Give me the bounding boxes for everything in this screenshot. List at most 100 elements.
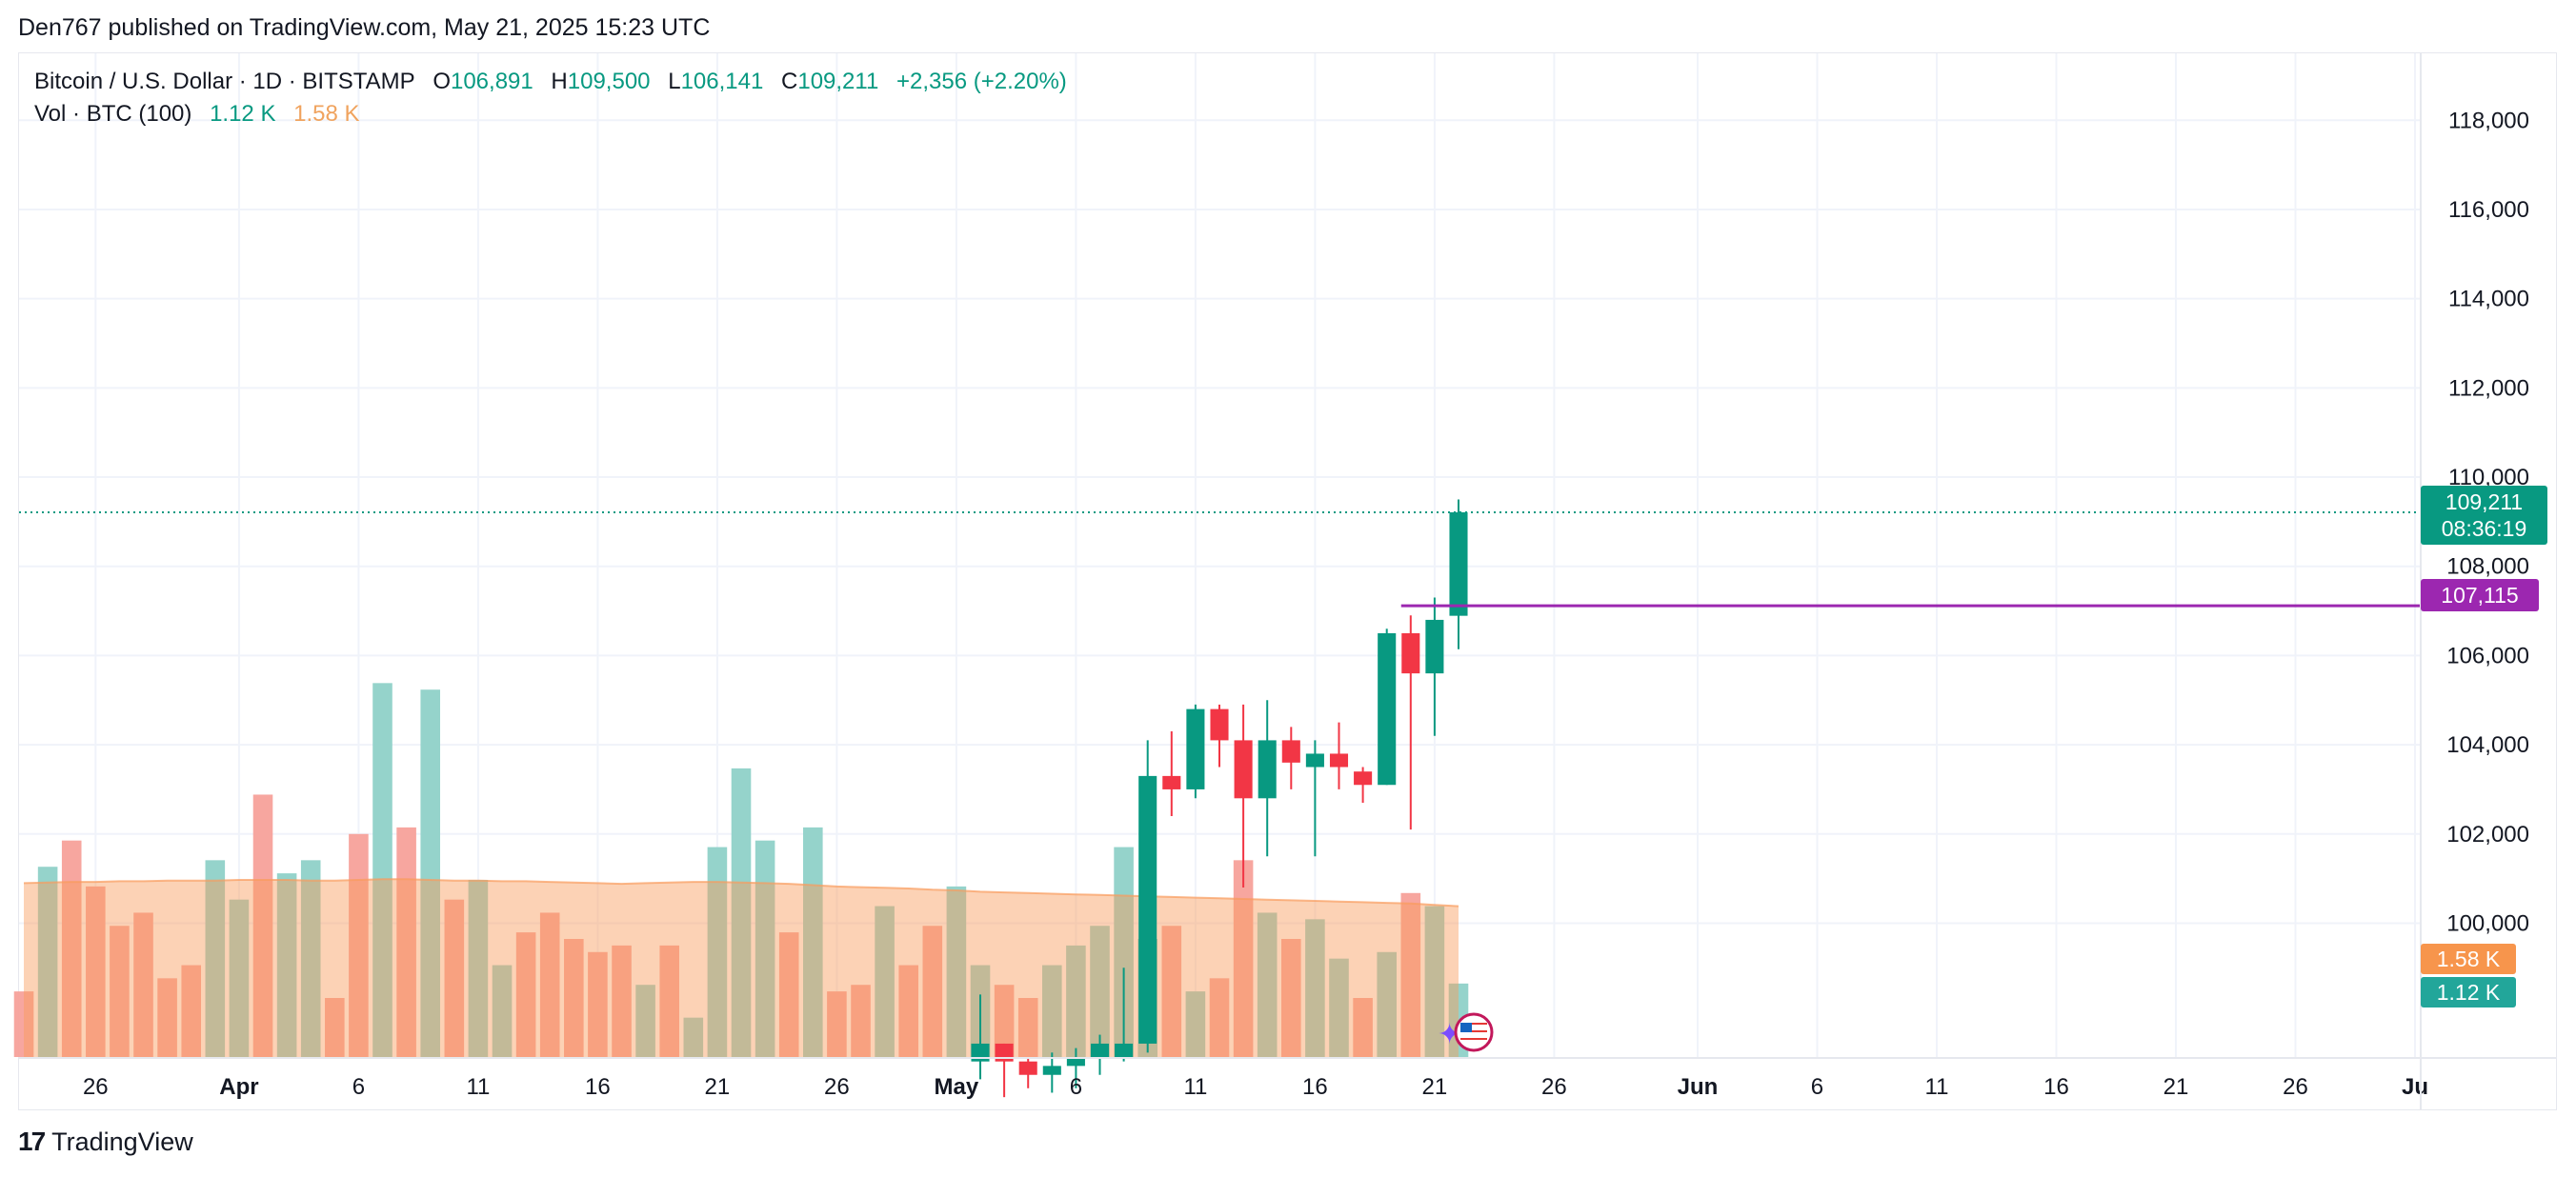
x-tick-label-10: 16 [1302, 1074, 1328, 1100]
volume-bar-27 [659, 945, 679, 1057]
candle-body-9 [1186, 708, 1205, 789]
tradingview-footer[interactable]: 17 TradingView [18, 1127, 193, 1157]
x-tick-label-9: 11 [1183, 1074, 1207, 1100]
y-tick-label-3: 106,000 [2446, 643, 2529, 668]
volume-bar-43 [1042, 965, 1062, 1057]
volume-bar-51 [1233, 860, 1254, 1057]
y-tick-label-9: 118,000 [2448, 108, 2529, 133]
candle-body-6 [1115, 1043, 1134, 1057]
candle-body-2 [1018, 1061, 1037, 1075]
flag-stripe-2 [1459, 1030, 1487, 1032]
volume-bar-28 [683, 1017, 704, 1057]
countdown-timer: 08:36:19 [2441, 516, 2527, 541]
level-price-tag: 107,115 [2421, 579, 2539, 611]
chart-legend: Bitcoin / U.S. Dollar · 1D · BITSTAMP O1… [34, 66, 1067, 130]
volume-bar-18 [444, 899, 465, 1057]
legend-low-value: 106,141 [680, 69, 764, 94]
volume-bar-35 [851, 985, 871, 1057]
volume-bar-9 [229, 899, 250, 1057]
x-tick-label-12: 26 [1541, 1074, 1567, 1100]
y-tick-label-2: 104,000 [2446, 732, 2529, 758]
candle-body-8 [1162, 775, 1181, 789]
candle-body-7 [1138, 775, 1157, 1044]
x-tick-label-4: 16 [585, 1074, 611, 1100]
volume-bar-29 [707, 847, 728, 1057]
volume-bar-7 [181, 965, 202, 1057]
volume-bar-23 [564, 939, 584, 1057]
candle-body-12 [1258, 740, 1277, 799]
legend-high-value: 109,500 [567, 69, 651, 94]
x-tick-label-3: 11 [466, 1074, 490, 1100]
volume-bar-16 [396, 827, 416, 1057]
x-tick-label-2: 6 [352, 1074, 365, 1100]
volume-bar-6 [157, 978, 177, 1057]
x-tick-label-17: 21 [2163, 1074, 2189, 1100]
candle-body-10 [1210, 708, 1229, 741]
volume-bar-0 [13, 991, 34, 1057]
volume-bar-17 [420, 689, 441, 1057]
x-tick-label-13: Jun [1678, 1074, 1719, 1100]
legend-row-price: Bitcoin / U.S. Dollar · 1D · BITSTAMP O1… [34, 66, 1067, 98]
volume-bar-50 [1209, 978, 1230, 1057]
x-tick-label-19: Ju [2402, 1074, 2428, 1100]
legend-open-label: O [433, 69, 451, 94]
flag-stripe-1 [1459, 1027, 1487, 1028]
candle-body-4 [1066, 1057, 1085, 1067]
x-tick-label-8: 6 [1070, 1074, 1082, 1100]
y-tick-label-7: 114,000 [2448, 287, 2529, 312]
last-price-value: 109,211 [2445, 489, 2524, 514]
x-tick-label-16: 16 [2043, 1074, 2069, 1100]
volume-bar-55 [1329, 958, 1349, 1057]
legend-symbol[interactable]: Bitcoin / U.S. Dollar · 1D · BITSTAMP [34, 69, 415, 94]
volume-bar-42 [1017, 998, 1038, 1057]
volume-bar-22 [539, 912, 560, 1057]
y-tick-label-6: 112,000 [2448, 375, 2529, 401]
candle-body-3 [1042, 1066, 1061, 1075]
legend-close-value: 109,211 [797, 69, 879, 94]
flag-stripe-4 [1459, 1038, 1487, 1040]
legend-row-volume: Vol · BTC (100) 1.12 K 1.58 K [34, 98, 1067, 130]
legend-volume-label[interactable]: Vol · BTC (100) [34, 101, 192, 127]
volume-bar-54 [1305, 919, 1325, 1057]
x-tick-label-11: 21 [1422, 1074, 1448, 1100]
legend-volume-ma: 1.58 K [293, 101, 360, 127]
x-tick-label-7: May [935, 1074, 979, 1100]
flag-stripe-3 [1459, 1034, 1487, 1036]
chart-frame [18, 52, 2557, 1110]
volume-bar-37 [898, 965, 918, 1057]
volume-bar-52 [1257, 912, 1278, 1057]
legend-high-label: H [551, 69, 568, 94]
volume-bar-39 [946, 886, 967, 1057]
volume-bar-20 [492, 965, 513, 1057]
volume-ma-line [23, 878, 1459, 908]
volume-ma-area [24, 879, 1459, 1057]
volume-bar-46 [1114, 847, 1134, 1057]
legend-low-label: L [668, 69, 681, 94]
candle-body-17 [1378, 632, 1397, 786]
volume-bar-53 [1281, 939, 1301, 1057]
flag-canton [1459, 1023, 1472, 1032]
legend-open-value: 106,891 [450, 69, 533, 94]
candle-body-13 [1281, 740, 1300, 763]
volume-bar-30 [731, 768, 752, 1057]
volume-bar-59 [1424, 906, 1445, 1057]
volume-bar-26 [635, 985, 655, 1057]
x-tick-label-1: Apr [219, 1074, 258, 1100]
legend-change: +2,356 (+2.20%) [896, 69, 1067, 94]
volume-bar-25 [612, 945, 632, 1057]
x-tick-label-15: 11 [1925, 1074, 1949, 1100]
x-tick-label-0: 26 [83, 1074, 109, 1100]
volume-bar-56 [1353, 998, 1373, 1057]
candle-body-16 [1354, 771, 1373, 786]
last-price-tag: 109,211 08:36:19 [2421, 486, 2547, 545]
volume-last-tag: 1.12 K [2421, 977, 2516, 1007]
volume-bar-5 [133, 912, 153, 1057]
volume-bar-1 [37, 867, 58, 1057]
volume-bar-2 [61, 840, 82, 1057]
y-tick-label-1: 102,000 [2446, 822, 2529, 848]
x-tick-label-14: 6 [1811, 1074, 1823, 1100]
volume-bar-21 [515, 932, 536, 1057]
tradingview-brand: TradingView [51, 1127, 193, 1156]
flag-stripe-0 [1459, 1023, 1487, 1025]
